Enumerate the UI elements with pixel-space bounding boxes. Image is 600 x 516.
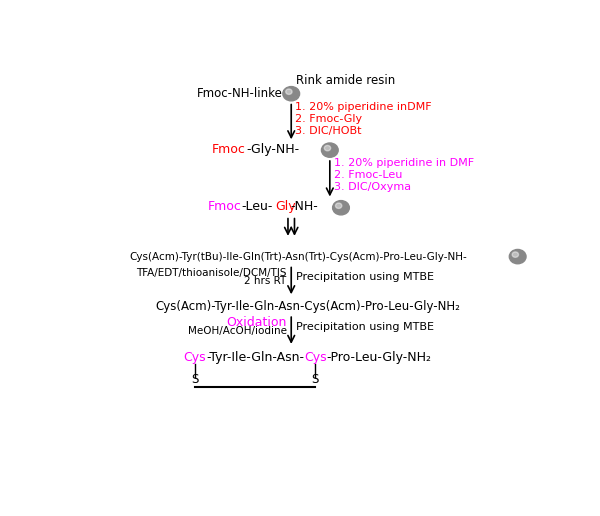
Circle shape xyxy=(286,89,292,94)
Text: MeOH/AcOH/iodine: MeOH/AcOH/iodine xyxy=(188,326,287,336)
Text: -Leu-: -Leu- xyxy=(241,200,273,214)
Circle shape xyxy=(332,201,349,215)
Text: 2. Fmoc-Gly: 2. Fmoc-Gly xyxy=(295,114,362,124)
Text: 3. DIC/Oxyma: 3. DIC/Oxyma xyxy=(334,182,412,192)
Text: Fmoc: Fmoc xyxy=(212,143,246,156)
Text: Cys: Cys xyxy=(184,351,206,364)
Circle shape xyxy=(335,203,342,208)
Text: Fmoc-NH-linker-: Fmoc-NH-linker- xyxy=(197,87,291,100)
Circle shape xyxy=(509,249,526,264)
Text: 2. Fmoc-Leu: 2. Fmoc-Leu xyxy=(334,170,403,180)
Text: S: S xyxy=(191,373,199,386)
Text: 1. 20% piperidine inDMF: 1. 20% piperidine inDMF xyxy=(295,102,432,112)
Text: Gly: Gly xyxy=(275,200,296,214)
Circle shape xyxy=(322,143,338,157)
Circle shape xyxy=(283,87,299,101)
Text: TFA/EDT/thioanisole/DCM/TIS: TFA/EDT/thioanisole/DCM/TIS xyxy=(136,268,287,278)
Text: 1. 20% piperidine in DMF: 1. 20% piperidine in DMF xyxy=(334,158,475,168)
Text: Oxidation: Oxidation xyxy=(226,316,287,329)
Text: -NH-: -NH- xyxy=(290,200,318,214)
Text: -Pro-Leu-Gly-NH₂: -Pro-Leu-Gly-NH₂ xyxy=(326,351,431,364)
Text: Cys(Acm)-Tyr-Ile-Gln-Asn-Cys(Acm)-Pro-Leu-Gly-NH₂: Cys(Acm)-Tyr-Ile-Gln-Asn-Cys(Acm)-Pro-Le… xyxy=(155,300,460,313)
Circle shape xyxy=(324,146,331,151)
Text: 3. DIC/HOBt: 3. DIC/HOBt xyxy=(295,126,362,136)
Text: 2 hrs RT: 2 hrs RT xyxy=(244,276,287,286)
Text: Fmoc: Fmoc xyxy=(208,200,241,214)
Text: Rink amide resin: Rink amide resin xyxy=(296,74,395,87)
Text: Precipitation using MTBE: Precipitation using MTBE xyxy=(296,272,434,282)
Text: S: S xyxy=(311,373,319,386)
Text: Cys(Acm)-Tyr(tBu)-Ile-Gln(Trt)-Asn(Trt)-Cys(Acm)-Pro-Leu-Gly-NH-: Cys(Acm)-Tyr(tBu)-Ile-Gln(Trt)-Asn(Trt)-… xyxy=(130,252,467,262)
Text: -Gly-NH-: -Gly-NH- xyxy=(246,143,299,156)
Circle shape xyxy=(512,252,518,257)
Text: Cys: Cys xyxy=(304,351,326,364)
Text: -Tyr-Ile-Gln-Asn-: -Tyr-Ile-Gln-Asn- xyxy=(206,351,304,364)
Text: Precipitation using MTBE: Precipitation using MTBE xyxy=(296,322,434,332)
